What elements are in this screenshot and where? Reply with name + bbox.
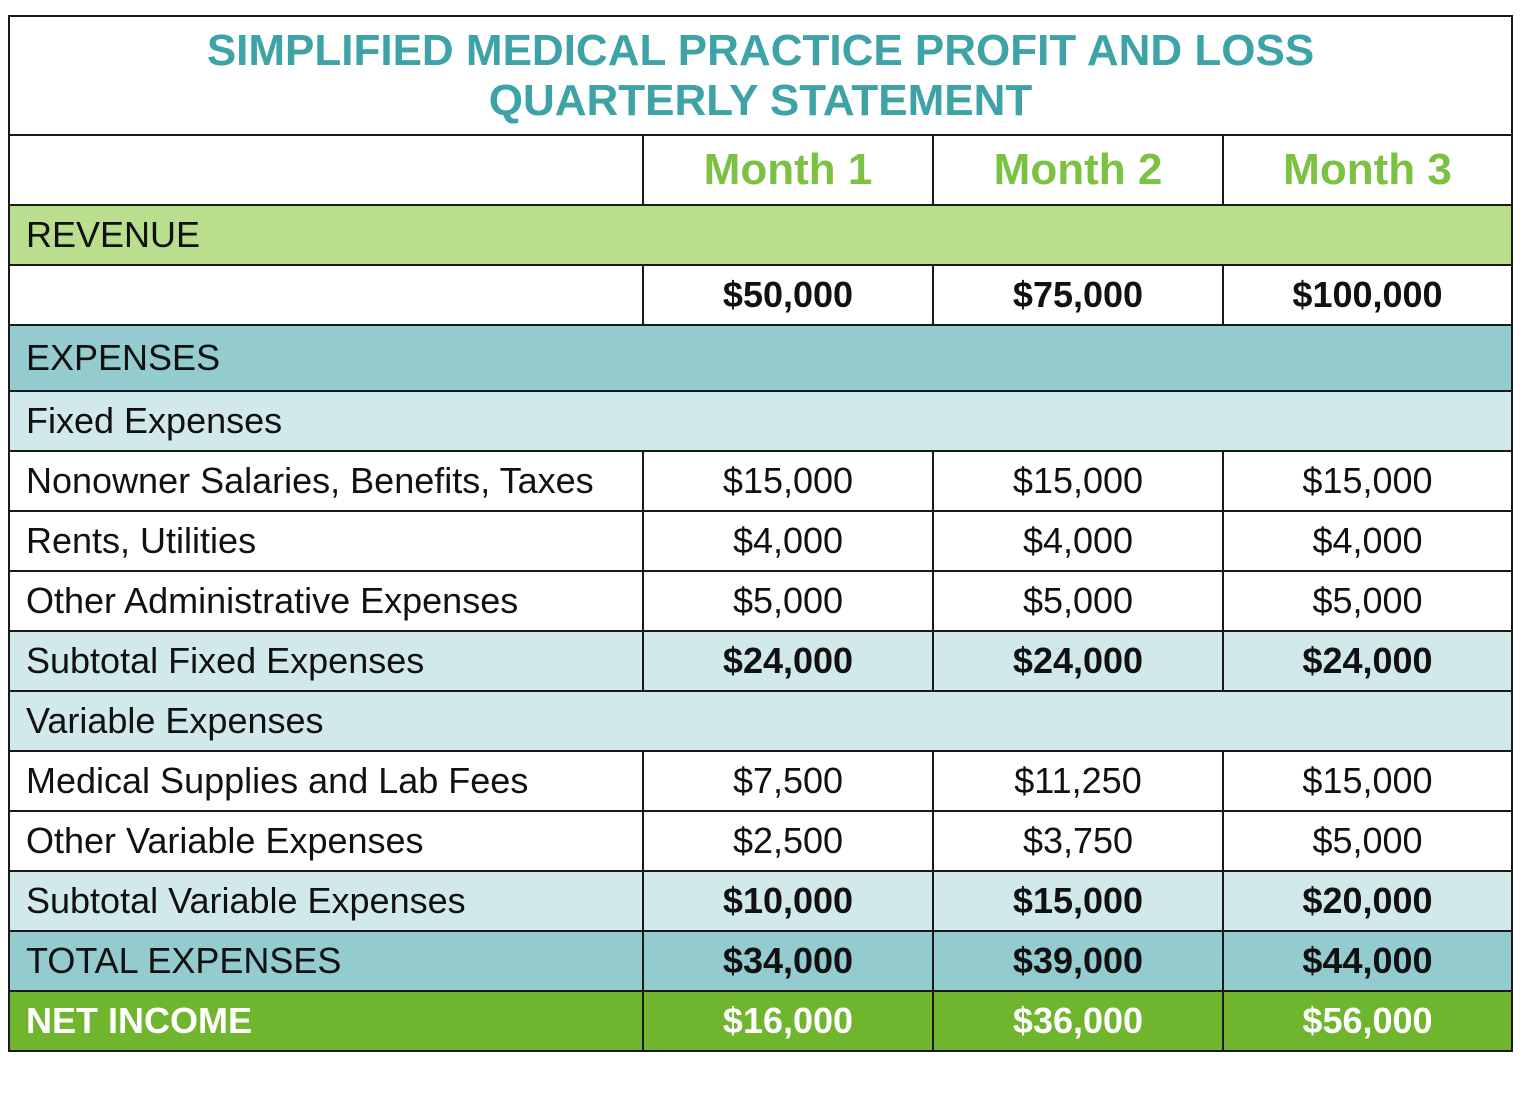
profit-loss-table: SIMPLIFIED MEDICAL PRACTICE PROFIT AND L…	[8, 15, 1513, 1052]
cell-month-2: $3,750	[932, 810, 1224, 872]
revenue-month-2: $75,000	[932, 264, 1224, 326]
statement-title: SIMPLIFIED MEDICAL PRACTICE PROFIT AND L…	[8, 15, 1513, 136]
subtotal-variable-month-1: $10,000	[642, 870, 934, 932]
row-label: Medical Supplies and Lab Fees	[8, 750, 644, 812]
subtotal-variable-month-2: $15,000	[932, 870, 1224, 932]
net-income-month-1: $16,000	[642, 990, 934, 1052]
expenses-section-row: EXPENSES	[8, 324, 1513, 392]
revenue-label: REVENUE	[8, 204, 1513, 266]
subtotal-variable-row: Subtotal Variable Expenses $10,000 $15,0…	[8, 870, 1513, 932]
table-row: Other Administrative Expenses $5,000 $5,…	[8, 570, 1513, 632]
table-row: Other Variable Expenses $2,500 $3,750 $5…	[8, 810, 1513, 872]
cell-month-3: $4,000	[1222, 510, 1513, 572]
title-line-1: SIMPLIFIED MEDICAL PRACTICE PROFIT AND L…	[206, 25, 1315, 75]
total-expenses-month-1: $34,000	[642, 930, 934, 992]
row-label: Other Variable Expenses	[8, 810, 644, 872]
revenue-month-3: $100,000	[1222, 264, 1513, 326]
subtotal-fixed-month-1: $24,000	[642, 630, 934, 692]
total-expenses-row: TOTAL EXPENSES $34,000 $39,000 $44,000	[8, 930, 1513, 992]
subtotal-fixed-month-3: $24,000	[1222, 630, 1513, 692]
title-row: SIMPLIFIED MEDICAL PRACTICE PROFIT AND L…	[8, 15, 1513, 136]
subtotal-variable-month-3: $20,000	[1222, 870, 1513, 932]
variable-expenses-header-row: Variable Expenses	[8, 690, 1513, 752]
revenue-month-1: $50,000	[642, 264, 934, 326]
cell-month-2: $4,000	[932, 510, 1224, 572]
table-row: Nonowner Salaries, Benefits, Taxes $15,0…	[8, 450, 1513, 512]
subtotal-variable-label: Subtotal Variable Expenses	[8, 870, 644, 932]
month-3-header: Month 3	[1222, 134, 1513, 206]
row-label: Nonowner Salaries, Benefits, Taxes	[8, 450, 644, 512]
row-label: Other Administrative Expenses	[8, 570, 644, 632]
cell-month-3: $15,000	[1222, 450, 1513, 512]
revenue-section-row: REVENUE	[8, 204, 1513, 266]
cell-month-1: $5,000	[642, 570, 934, 632]
total-expenses-month-2: $39,000	[932, 930, 1224, 992]
expenses-label: EXPENSES	[8, 324, 1513, 392]
cell-month-2: $11,250	[932, 750, 1224, 812]
cell-month-1: $2,500	[642, 810, 934, 872]
month-header-row: Month 1 Month 2 Month 3	[8, 134, 1513, 206]
net-income-month-3: $56,000	[1222, 990, 1513, 1052]
cell-month-2: $15,000	[932, 450, 1224, 512]
subtotal-fixed-row: Subtotal Fixed Expenses $24,000 $24,000 …	[8, 630, 1513, 692]
cell-month-2: $5,000	[932, 570, 1224, 632]
cell-month-3: $15,000	[1222, 750, 1513, 812]
fixed-expenses-header-row: Fixed Expenses	[8, 390, 1513, 452]
variable-expenses-label: Variable Expenses	[8, 690, 1513, 752]
month-1-header: Month 1	[642, 134, 934, 206]
row-label: Rents, Utilities	[8, 510, 644, 572]
cell-month-1: $4,000	[642, 510, 934, 572]
fixed-expenses-label: Fixed Expenses	[8, 390, 1513, 452]
title-line-2: QUARTERLY STATEMENT	[488, 75, 1033, 125]
table-row: Medical Supplies and Lab Fees $7,500 $11…	[8, 750, 1513, 812]
cell-month-3: $5,000	[1222, 810, 1513, 872]
cell-month-1: $7,500	[642, 750, 934, 812]
header-blank-cell	[8, 134, 644, 206]
total-expenses-month-3: $44,000	[1222, 930, 1513, 992]
cell-month-1: $15,000	[642, 450, 934, 512]
net-income-month-2: $36,000	[932, 990, 1224, 1052]
total-expenses-label: TOTAL EXPENSES	[8, 930, 644, 992]
table-row: Rents, Utilities $4,000 $4,000 $4,000	[8, 510, 1513, 572]
subtotal-fixed-month-2: $24,000	[932, 630, 1224, 692]
month-2-header: Month 2	[932, 134, 1224, 206]
revenue-values-row: $50,000 $75,000 $100,000	[8, 264, 1513, 326]
subtotal-fixed-label: Subtotal Fixed Expenses	[8, 630, 644, 692]
revenue-blank-cell	[8, 264, 644, 326]
cell-month-3: $5,000	[1222, 570, 1513, 632]
net-income-label: NET INCOME	[8, 990, 644, 1052]
net-income-row: NET INCOME $16,000 $36,000 $56,000	[8, 990, 1513, 1052]
